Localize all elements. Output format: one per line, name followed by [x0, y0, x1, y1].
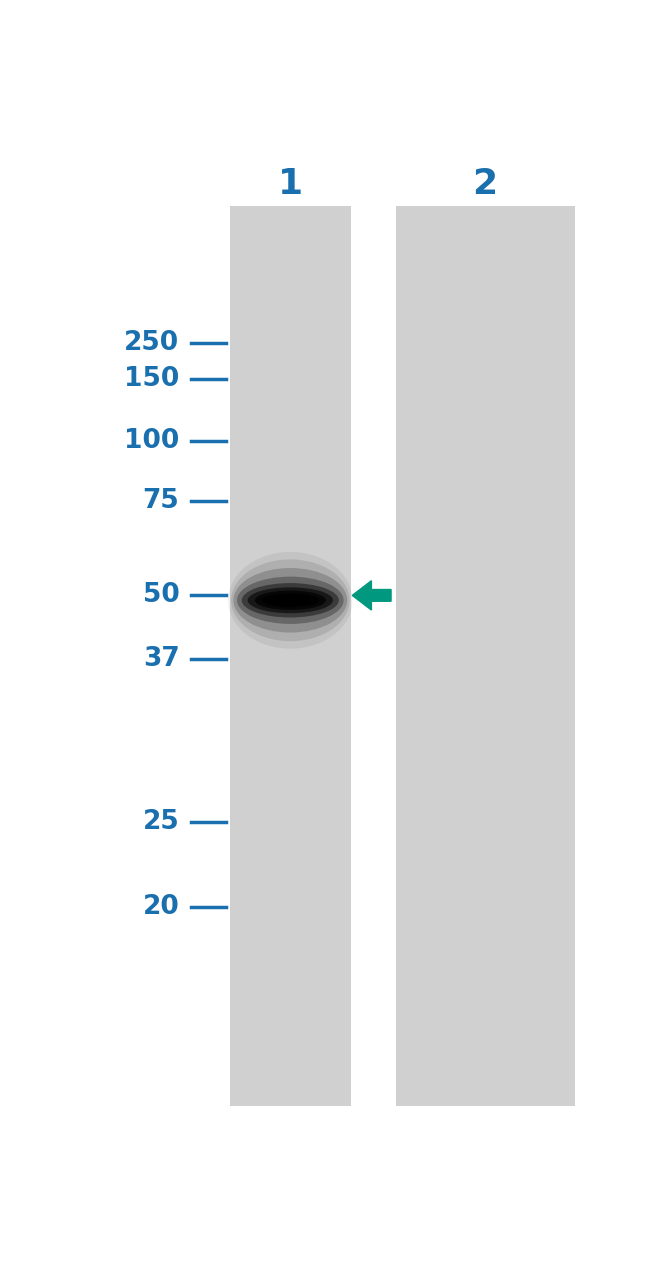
Text: 25: 25 [143, 809, 179, 836]
Ellipse shape [262, 593, 318, 607]
Text: 37: 37 [143, 646, 179, 672]
Ellipse shape [270, 596, 311, 605]
Text: 100: 100 [124, 428, 179, 453]
Text: 250: 250 [124, 330, 179, 356]
Text: 150: 150 [124, 366, 179, 392]
Text: 20: 20 [143, 894, 179, 921]
FancyArrow shape [352, 580, 391, 610]
Text: 1: 1 [278, 166, 303, 201]
Ellipse shape [233, 568, 347, 632]
Ellipse shape [248, 587, 333, 613]
Ellipse shape [278, 597, 304, 603]
Bar [396, 206, 575, 1106]
Text: 50: 50 [143, 583, 179, 608]
Ellipse shape [255, 591, 326, 610]
Ellipse shape [237, 577, 344, 624]
Ellipse shape [285, 598, 296, 602]
Text: 75: 75 [143, 488, 179, 513]
Ellipse shape [242, 583, 339, 617]
Ellipse shape [228, 552, 352, 649]
Ellipse shape [231, 559, 350, 641]
Text: 2: 2 [472, 166, 497, 201]
Bar [230, 206, 351, 1106]
